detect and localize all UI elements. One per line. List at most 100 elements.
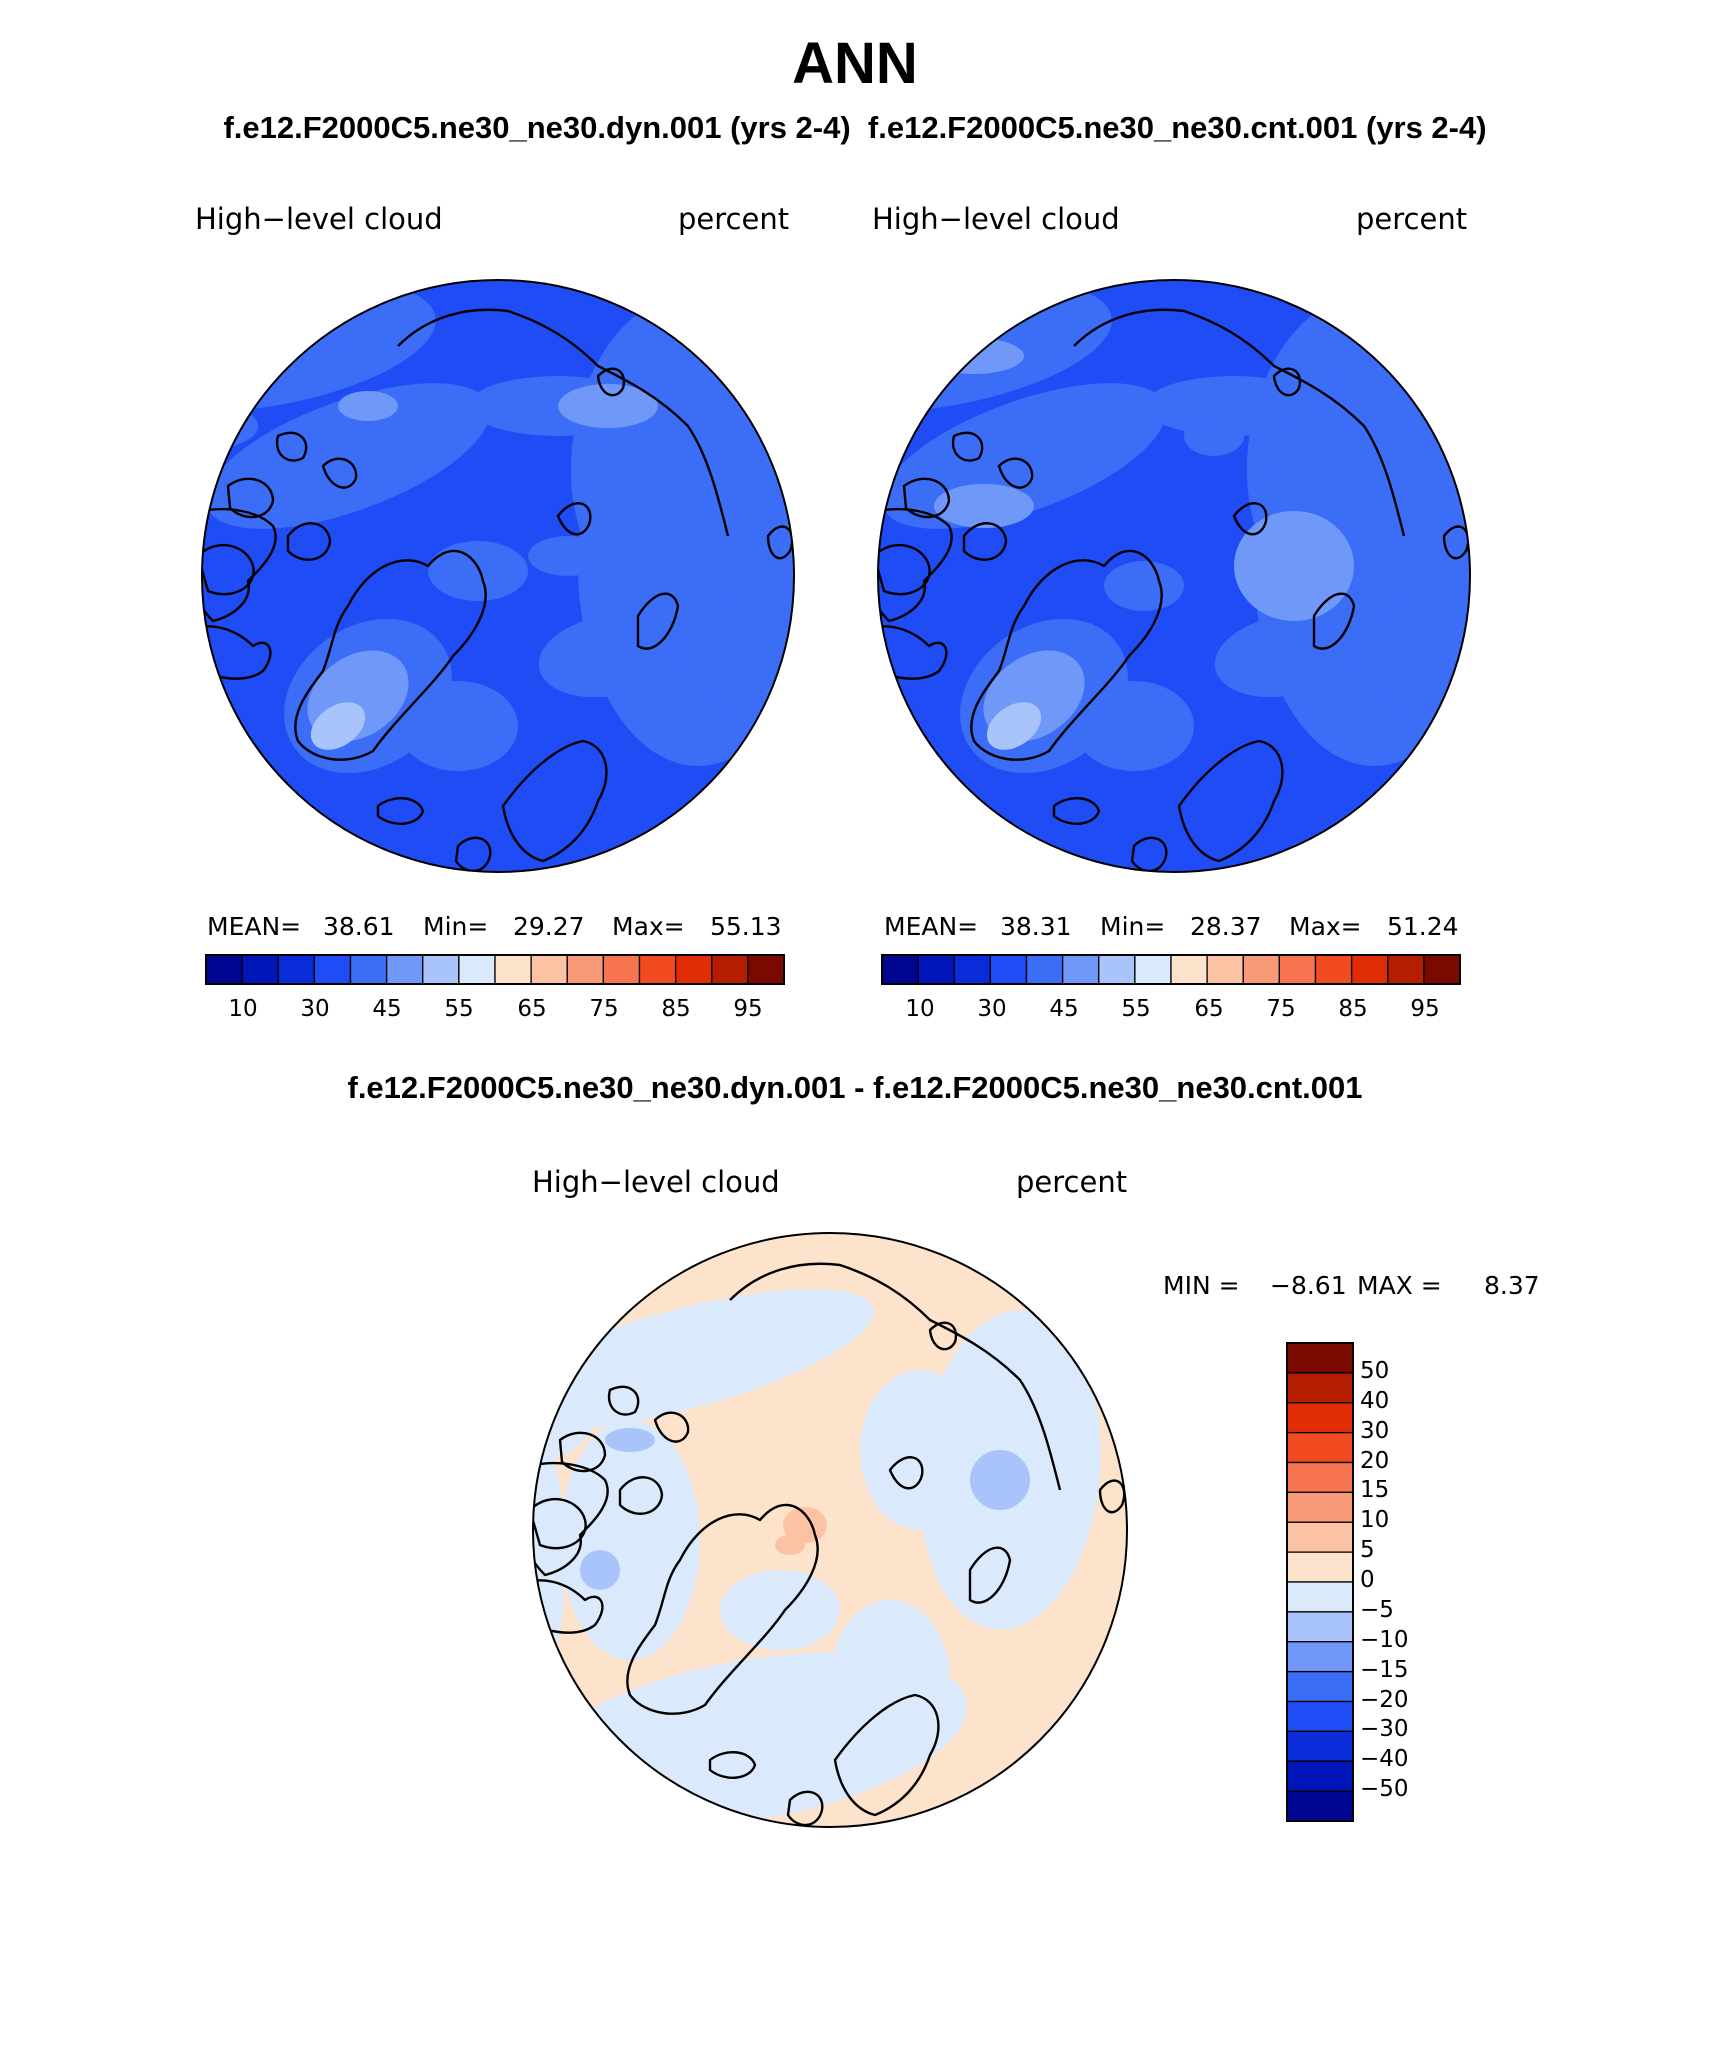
panel2-variable-label: High−level cloud xyxy=(872,202,1120,236)
cloud-contour-region xyxy=(338,391,398,421)
colorbar-box xyxy=(1286,1431,1354,1464)
panel2-mean-value: 38.31 xyxy=(1000,912,1072,941)
cloud-contour-region xyxy=(1184,416,1244,456)
colorbar-box xyxy=(566,954,605,985)
cloud-contour-region xyxy=(970,1450,1030,1510)
panel2-mean-label: MEAN= xyxy=(884,912,979,941)
colorbar-box xyxy=(277,954,316,985)
difference-title: f.e12.F2000C5.ne30_ne30.dyn.001 - f.e12.… xyxy=(347,1070,1363,1105)
cloud-contour-region xyxy=(1074,681,1194,771)
case-titles: f.e12.F2000C5.ne30_ne30.dyn.001 (yrs 2-4… xyxy=(223,110,1487,145)
panel1-colorbar-tick: 85 xyxy=(661,996,691,1022)
colorbar-box xyxy=(1286,1700,1354,1733)
diff-max-value: 8.37 xyxy=(1484,1271,1540,1300)
colorbar-box xyxy=(917,954,955,985)
panel1-colorbar-tick: 30 xyxy=(300,996,330,1022)
colorbar-box xyxy=(1286,1461,1354,1494)
cloud-contour-region xyxy=(580,1340,740,1400)
colorbar-box xyxy=(989,954,1028,985)
cloud-contour-region xyxy=(560,1420,700,1660)
cloud-contour-region xyxy=(202,401,258,451)
diff-colorbar-label: −5 xyxy=(1360,1596,1394,1623)
diff-colorbar-label: −30 xyxy=(1360,1716,1409,1743)
panel1-colorbar-tick: 75 xyxy=(589,996,619,1022)
cloud-contour-region xyxy=(538,614,678,698)
cloud-contour-region xyxy=(558,384,658,428)
colorbar-box xyxy=(458,954,496,985)
colorbar-box xyxy=(711,954,749,985)
season-title: ANN xyxy=(792,31,918,96)
colorbar-box xyxy=(1098,954,1136,985)
panel1-colorbar-tick: 10 xyxy=(228,996,258,1022)
colorbar-box xyxy=(602,954,641,985)
colorbar-box xyxy=(349,954,388,985)
colorbar-box xyxy=(1350,954,1389,985)
cloud-contour-region xyxy=(720,1570,840,1650)
colorbar-box xyxy=(1170,954,1208,985)
cloud-contour-region xyxy=(1214,614,1354,698)
panel2-colorbar-tick: 55 xyxy=(1121,996,1151,1022)
diff-max-label: MAX = xyxy=(1357,1271,1442,1300)
colorbar-box xyxy=(1278,954,1317,985)
cloud-contour-region xyxy=(580,1550,620,1590)
colorbar-box xyxy=(1387,954,1425,985)
colorbar-box xyxy=(1242,954,1281,985)
panel1-colorbar xyxy=(205,954,785,985)
panel2-units-label: percent xyxy=(1356,202,1468,236)
colorbar-box xyxy=(494,954,532,985)
panel2-colorbar-tick: 75 xyxy=(1266,996,1296,1022)
panel2-colorbar-tick: 95 xyxy=(1410,996,1440,1022)
panel1-colorbar-tick: 45 xyxy=(372,996,402,1022)
panel1-colorbar-tick: 95 xyxy=(733,996,763,1022)
panel2-colorbar-tick: 45 xyxy=(1049,996,1079,1022)
colorbar-box xyxy=(1286,1790,1354,1822)
cloud-contour-region xyxy=(934,484,1034,528)
cloud-contour-region xyxy=(533,1340,600,1460)
panel1-max-label: Max= xyxy=(612,912,685,941)
diff-colorbar-label: 5 xyxy=(1360,1537,1375,1564)
panel1-variable-label: High−level cloud xyxy=(195,202,443,236)
colorbar-box xyxy=(1286,1491,1354,1523)
colorbar-box xyxy=(1286,1670,1354,1703)
panel2-max-value: 51.24 xyxy=(1387,912,1459,941)
colorbar-box xyxy=(747,954,785,985)
colorbar-box xyxy=(1286,1641,1354,1673)
panel2-colorbar-tick: 65 xyxy=(1194,996,1224,1022)
panel2-colorbar xyxy=(881,954,1461,985)
cloud-contour-region xyxy=(605,1428,655,1452)
cloud-contour-region xyxy=(986,702,1042,750)
panel2-colorbar-tick: 85 xyxy=(1338,996,1368,1022)
panel2-min-label: Min= xyxy=(1100,912,1166,941)
colorbar-box xyxy=(1286,1342,1354,1374)
colorbar-box xyxy=(638,954,677,985)
colorbar-box xyxy=(422,954,460,985)
diff-colorbar-label: 15 xyxy=(1360,1477,1390,1504)
colorbar-box xyxy=(1286,1551,1354,1583)
panel1-colorbar-tick: 55 xyxy=(444,996,474,1022)
colorbar-box xyxy=(313,954,352,985)
diff-colorbar-label: −20 xyxy=(1360,1686,1409,1713)
cloud-contour-region xyxy=(205,383,491,529)
cloud-contour-region xyxy=(924,338,1024,374)
panel1-units-label: percent xyxy=(678,202,790,236)
panel1-max-value: 55.13 xyxy=(710,912,782,941)
colorbar-box xyxy=(1286,1611,1354,1643)
colorbar-box xyxy=(1314,954,1353,985)
diff-colorbar-label: −15 xyxy=(1360,1656,1409,1683)
colorbar-box xyxy=(1286,1730,1354,1762)
panel1-polar-map xyxy=(201,279,795,873)
diff-colorbar-label: −50 xyxy=(1360,1776,1409,1803)
cloud-contour-region xyxy=(1104,561,1184,611)
panel1-colorbar-tick: 65 xyxy=(517,996,547,1022)
cloud-contour-region xyxy=(428,541,528,601)
diff-min-label: MIN = xyxy=(1163,1271,1240,1300)
cloud-contour-region xyxy=(830,1600,950,1760)
diff-colorbar-label: 0 xyxy=(1360,1567,1375,1593)
colorbar-box xyxy=(241,954,279,985)
colorbar-box xyxy=(1134,954,1172,985)
panel1-min-label: Min= xyxy=(423,912,489,941)
colorbar-box xyxy=(1286,1521,1354,1553)
colorbar-box xyxy=(530,954,568,985)
colorbar-box xyxy=(953,954,992,985)
